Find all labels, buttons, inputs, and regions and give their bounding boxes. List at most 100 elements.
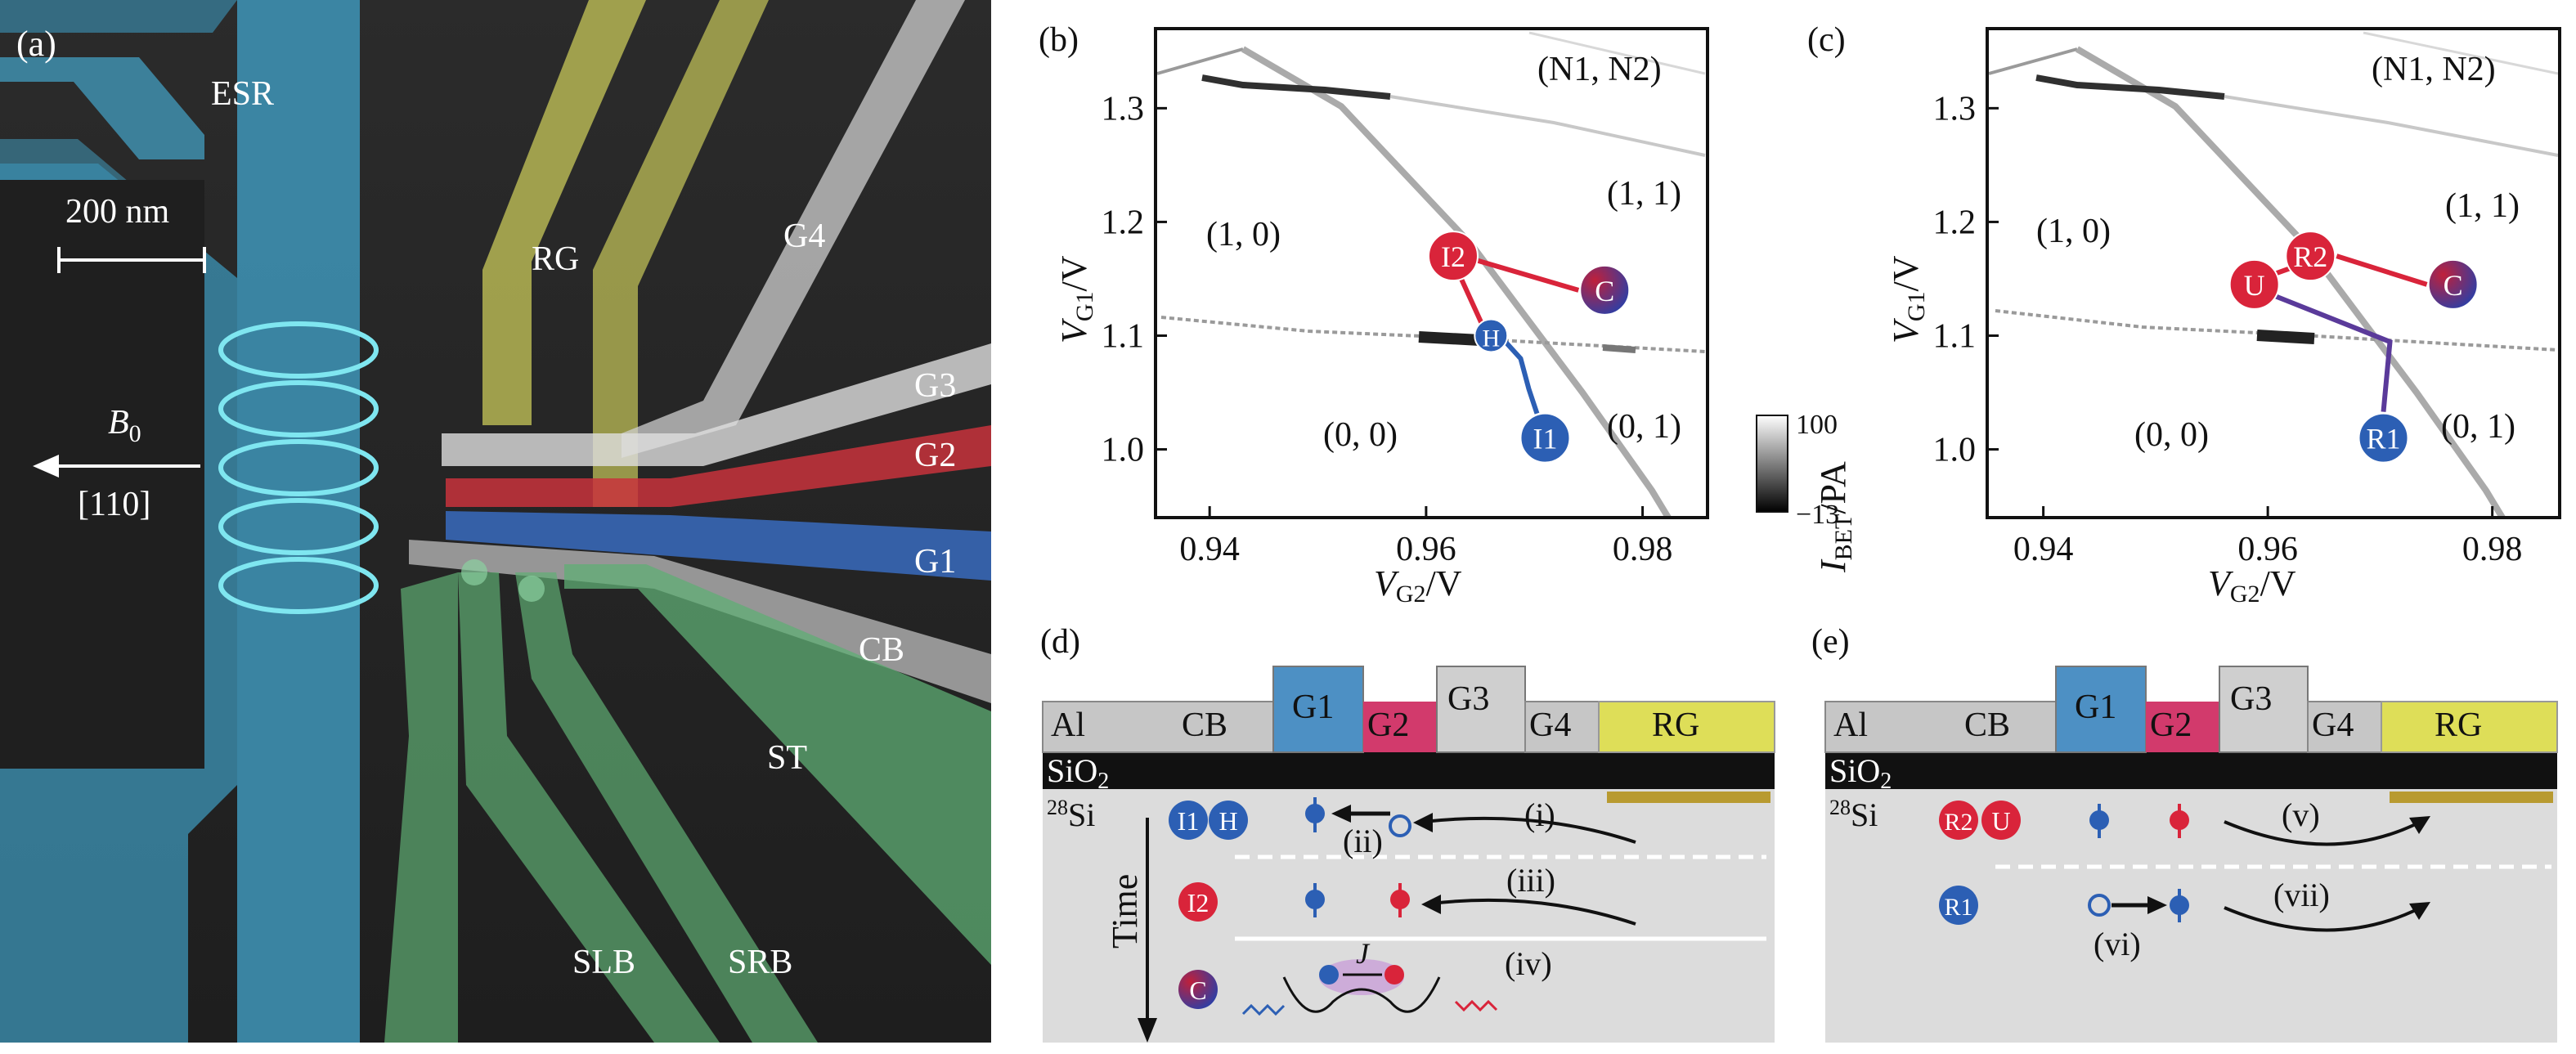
g1-gate xyxy=(446,511,991,581)
oxide-layer-e xyxy=(1825,752,2557,789)
x-tick-label: 0.96 xyxy=(2237,531,2298,568)
gate-g2-d xyxy=(1363,702,1437,752)
cb-gate xyxy=(409,540,991,703)
x-tick-label: 0.94 xyxy=(2013,531,2074,568)
transition-lines-b xyxy=(1156,31,1706,520)
spin-icon xyxy=(1305,797,1325,832)
state-11-c: (1, 1) xyxy=(2445,187,2520,225)
marker-h xyxy=(1474,318,1509,353)
marker-label: C xyxy=(1595,275,1614,307)
marker-c-d: C xyxy=(1178,970,1218,1009)
x-tick-label: 0.98 xyxy=(1613,531,1673,568)
gate-label-rg-d: RG xyxy=(1652,706,1699,744)
ylabel-b: VG1/V xyxy=(1054,255,1098,343)
panel-label-d: (d) xyxy=(1040,623,1080,661)
st-label: ST xyxy=(767,739,807,777)
b0-arrow-icon xyxy=(33,455,200,478)
ylabel-c: VG1/V xyxy=(1886,255,1930,343)
gate-rg-d xyxy=(1598,701,1775,753)
microwave-icon xyxy=(1454,999,1498,1012)
spin-icon xyxy=(2088,894,2111,917)
gate-label-al-d: Al xyxy=(1051,706,1085,744)
marker-c xyxy=(2427,258,2479,310)
paths-b xyxy=(1459,258,1580,415)
gate-rg-e xyxy=(2381,701,2558,753)
exchange-region xyxy=(1319,959,1404,995)
y-tick-label: 1.3 xyxy=(1102,90,1145,128)
reservoir-d xyxy=(1607,792,1770,803)
gate-label-g4-e: G4 xyxy=(2312,706,2354,744)
svg-text:R2: R2 xyxy=(1944,809,1972,836)
marker-c xyxy=(1579,264,1631,316)
y-tick-label: 1.1 xyxy=(1933,317,1977,355)
transfer-arrow-icon xyxy=(2112,896,2167,914)
oxide-label-e: SiO2 xyxy=(1829,752,1892,794)
axes-c: 0.94 0.96 0.98 1.3 1.2 1.1 1.0 xyxy=(1933,90,2523,568)
plot-frame-b xyxy=(1154,27,1709,519)
gate-label-g4-d: G4 xyxy=(1529,706,1571,744)
gate-label-g1-d: G1 xyxy=(1292,688,1334,726)
y-tick-label: 1.2 xyxy=(1102,204,1145,241)
srb-label: SRB xyxy=(728,944,792,981)
g2-label: G2 xyxy=(914,437,956,474)
y-tick-label: 1.2 xyxy=(1933,204,1977,241)
step-arrow-icon xyxy=(2224,820,2421,846)
panel-e: (e) Al CB G1 G2 G3 G4 RG SiO2 28Si R2 U … xyxy=(1811,623,2558,1043)
step-v: (v) xyxy=(2282,796,2320,833)
gate-label-al-e: Al xyxy=(1833,706,1868,744)
spin-icon xyxy=(1390,883,1410,917)
oxide-label-d: SiO2 xyxy=(1047,752,1109,794)
panel-c: (c) (N1, N2) (1, 1) (1, 0) (0, 0) (0, 1)… xyxy=(1807,21,2561,608)
marker-r2-e: R2 xyxy=(1939,801,1978,840)
step-arrow-icon xyxy=(2224,906,2421,932)
marker-h-d: H xyxy=(1209,801,1248,840)
green-gate-left xyxy=(384,572,458,1043)
esr-stripline xyxy=(237,0,360,1043)
slb-label: SLB xyxy=(572,944,635,981)
gate-g1-d xyxy=(1272,666,1364,753)
marker-u xyxy=(2228,258,2280,310)
srb-gate xyxy=(515,572,818,1043)
time-label: Time xyxy=(1105,874,1145,949)
marker-label: C xyxy=(2444,269,2463,302)
marker-label: R1 xyxy=(2367,423,2401,455)
panel-label-b: (b) xyxy=(1039,21,1079,59)
step-i: (i) xyxy=(1524,796,1555,833)
j-label: J xyxy=(1356,937,1371,970)
gate-label-g2-d: G2 xyxy=(1367,706,1409,744)
reservoir-e xyxy=(2390,792,2553,803)
gate-label-g3-e: G3 xyxy=(2230,680,2272,718)
si-label-e: 28Si xyxy=(1829,796,1878,833)
panel-label-c: (c) xyxy=(1807,21,1846,59)
gate-label-g1-e: G1 xyxy=(2075,688,2116,726)
state-10-b: (1, 0) xyxy=(1206,216,1281,253)
y-tick-label: 1.0 xyxy=(1933,432,1977,469)
marker-i1 xyxy=(1519,412,1571,464)
svg-text:I2: I2 xyxy=(1187,888,1209,917)
colorbar: 100 −13 IBET/PA xyxy=(1756,410,1857,573)
panel-a: (a) ESR 200 nm B0 [110] RG G4 G3 G2 G1 C… xyxy=(0,0,991,1043)
esr-gap xyxy=(0,180,204,769)
colorbar-label: IBET/PA xyxy=(1813,461,1857,573)
microwave-icon xyxy=(1241,1003,1286,1016)
step-arrow-icon xyxy=(1430,898,1636,926)
gate-label-cb-d: CB xyxy=(1182,706,1227,744)
g2-gate xyxy=(446,425,991,507)
panel-b: (b) (N1, N2) (1, 1) (1, 0) (0, 0) (0, 1)… xyxy=(1039,21,1709,608)
arrowhead-icon xyxy=(1421,895,1441,914)
gate-label-g3-d: G3 xyxy=(1447,680,1489,718)
marker-i2-d: I2 xyxy=(1178,882,1218,922)
state-n1n2-c: (N1, N2) xyxy=(2372,51,2496,88)
si-label-d: 28Si xyxy=(1047,796,1095,833)
step-iv: (iv) xyxy=(1505,945,1552,982)
g1-label: G1 xyxy=(914,543,956,581)
spin-icon xyxy=(2170,889,2189,922)
rg-gate-right xyxy=(593,0,769,507)
marker-i2 xyxy=(1427,231,1479,282)
panel-d: (d) Al CB G1 G2 G3 G4 RG SiO2 28Si Time … xyxy=(1040,623,1775,1043)
state-00-c: (0, 0) xyxy=(2134,416,2209,454)
marker-i1-d: I1 xyxy=(1169,801,1208,840)
g3-label: G3 xyxy=(914,367,956,405)
colorbar-gradient xyxy=(1756,415,1788,513)
gate-label-rg-e: RG xyxy=(2435,706,2482,744)
